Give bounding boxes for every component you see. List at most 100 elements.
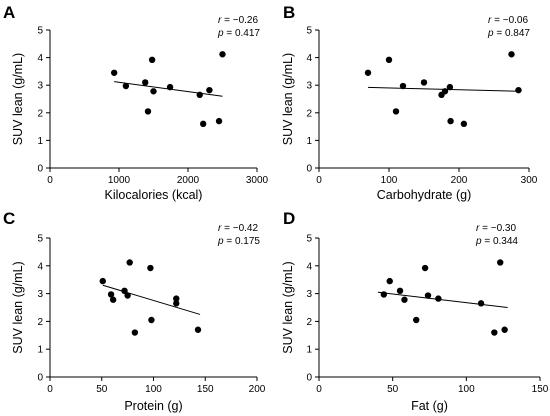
x-axis-label: Carbohydrate (g): [377, 188, 472, 202]
data-point: [219, 51, 226, 58]
y-tick-label: 0: [306, 373, 312, 384]
regression-line: [377, 291, 508, 308]
p-value: p = 0.344: [475, 236, 518, 247]
data-point: [173, 300, 180, 307]
data-point: [147, 264, 154, 272]
x-tick-label: 150: [197, 384, 214, 395]
x-tick-label: 100: [381, 175, 398, 186]
data-point: [396, 287, 404, 295]
x-tick-label: 0: [316, 384, 322, 395]
data-point: [122, 82, 130, 90]
data-point: [386, 277, 393, 285]
data-point: [173, 295, 180, 302]
y-tick-label: 1: [37, 136, 43, 147]
y-tick-label: 5: [306, 234, 312, 245]
data-point: [150, 88, 157, 95]
data-point: [99, 277, 106, 285]
x-tick-label: 2000: [177, 175, 200, 186]
x-tick-label: 200: [451, 175, 468, 186]
y-tick-label: 4: [37, 53, 43, 64]
data-point: [144, 108, 152, 115]
data-point: [446, 83, 454, 91]
data-point: [206, 86, 213, 94]
x-tick-label: 3000: [246, 175, 269, 186]
y-tick-label: 0: [37, 164, 43, 175]
y-tick-label: 1: [306, 136, 312, 147]
data-point: [497, 259, 504, 266]
data-point: [477, 300, 485, 307]
panel-letter: C: [3, 209, 15, 228]
data-point: [142, 79, 149, 86]
data-point: [194, 326, 202, 333]
y-tick-label: 4: [306, 53, 312, 64]
y-tick-label: 5: [37, 26, 43, 37]
data-point: [413, 316, 420, 324]
data-point: [392, 108, 400, 115]
data-point: [460, 120, 468, 128]
data-point: [420, 79, 428, 86]
data-point: [131, 329, 139, 336]
y-tick-label: 3: [37, 289, 43, 300]
data-point: [491, 329, 498, 336]
x-tick-label: 0: [316, 175, 322, 186]
y-tick-label: 2: [306, 317, 312, 328]
y-tick-label: 2: [37, 108, 43, 119]
x-axis-label: Fat (g): [411, 399, 448, 413]
y-tick-label: 5: [37, 234, 43, 245]
x-tick-label: 200: [249, 384, 266, 395]
data-point: [124, 292, 131, 299]
x-axis-label: Kilocalories (kcal): [105, 188, 203, 202]
x-tick-label: 300: [521, 175, 538, 186]
y-axis-label: SUV lean (g/mL): [281, 53, 295, 145]
data-point: [166, 83, 174, 91]
y-tick-label: 2: [37, 317, 43, 328]
data-point: [148, 56, 156, 64]
data-point: [424, 292, 432, 299]
y-tick-label: 0: [37, 373, 43, 384]
y-axis-label: SUV lean (g/mL): [11, 53, 25, 145]
x-tick-label: 150: [532, 384, 549, 395]
data-point: [148, 316, 155, 324]
y-axis-label: SUV lean (g/mL): [281, 261, 295, 353]
y-axis-label: SUV lean (g/mL): [11, 261, 25, 353]
x-tick-label: 1000: [108, 175, 131, 186]
data-point: [441, 88, 449, 95]
data-point: [401, 296, 408, 303]
data-point: [515, 86, 522, 94]
data-point: [199, 120, 207, 128]
data-point: [107, 291, 115, 298]
x-axis-label: Protein (g): [124, 399, 182, 413]
data-point: [421, 264, 429, 272]
data-point: [364, 69, 372, 76]
y-tick-label: 3: [37, 81, 43, 92]
x-tick-label: 0: [47, 384, 53, 395]
y-tick-label: 2: [306, 108, 312, 119]
data-point: [447, 117, 454, 125]
x-tick-label: 100: [145, 384, 162, 395]
x-tick-label: 50: [96, 384, 108, 395]
panel-letter: D: [283, 209, 295, 228]
data-point: [385, 56, 393, 64]
y-tick-label: 0: [306, 164, 312, 175]
r-value: r = −0.30: [476, 223, 516, 234]
p-value: p = 0.847: [487, 28, 530, 39]
data-point: [399, 82, 407, 90]
panel-letter: B: [283, 3, 295, 22]
r-value: r = −0.26: [218, 15, 258, 26]
y-tick-label: 3: [306, 289, 312, 300]
data-point: [508, 51, 515, 58]
x-tick-label: 100: [458, 384, 475, 395]
x-tick-label: 0: [47, 175, 53, 186]
panel-letter: A: [3, 3, 15, 22]
data-point: [110, 69, 118, 76]
y-tick-label: 3: [306, 81, 312, 92]
data-point: [121, 287, 128, 295]
data-point: [380, 291, 388, 298]
panel-a: A 0 1 2 3 4 5 0 1000 2000 3000 Kilocalories (kcal) S…: [3, 3, 269, 202]
r-value: r = −0.06: [488, 15, 528, 26]
data-point: [215, 117, 223, 125]
data-point: [501, 326, 508, 333]
